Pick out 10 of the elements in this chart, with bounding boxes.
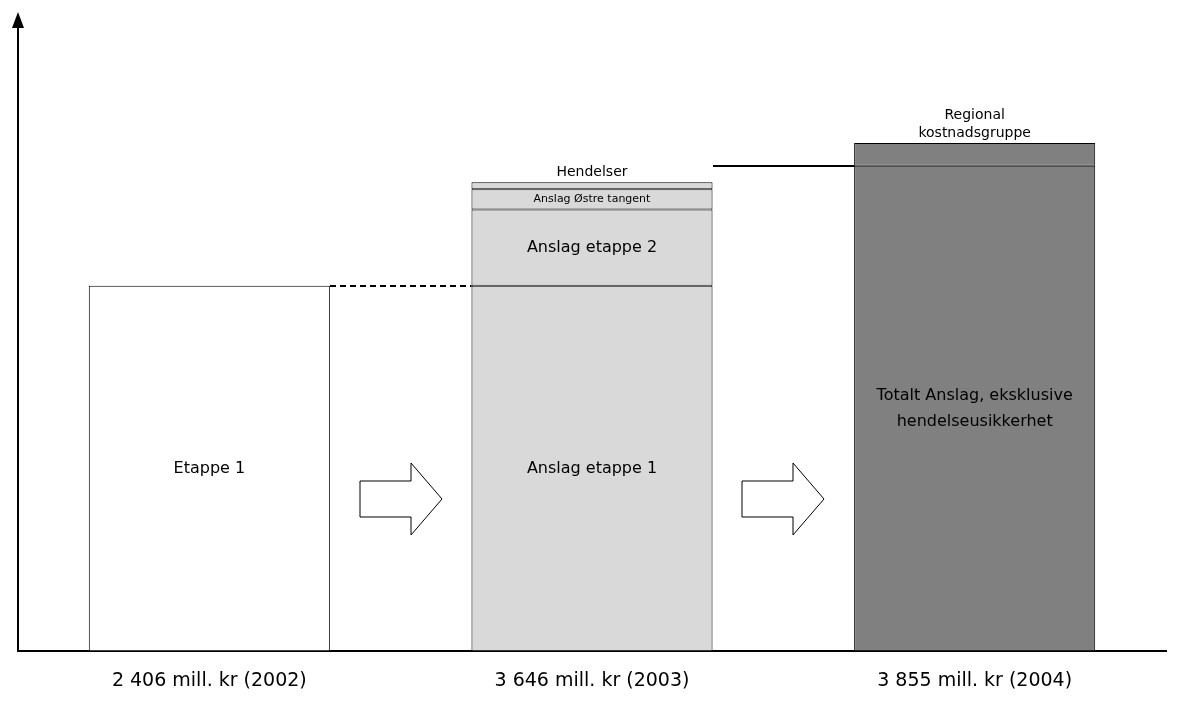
series-label: Hendelser	[556, 162, 628, 179]
x-tick-label: 2 406 mill. kr (2002)	[111, 667, 307, 690]
series-label: Anslag etappe 2	[526, 236, 658, 256]
series-label: Anslag Østre tangent	[533, 192, 652, 206]
series-label: Anslag etappe 1	[526, 457, 658, 477]
series-label: Totalt Anslag, eksklusive hendelseusikkerhet	[875, 384, 1073, 430]
series-label: Regional kostnadsgruppe	[918, 105, 1031, 140]
series-label: Etappe 1	[173, 457, 246, 477]
x-tick-label: 3 855 mill. kr (2004)	[877, 667, 1073, 690]
x-tick-label: 3 646 mill. kr (2003)	[494, 667, 690, 690]
